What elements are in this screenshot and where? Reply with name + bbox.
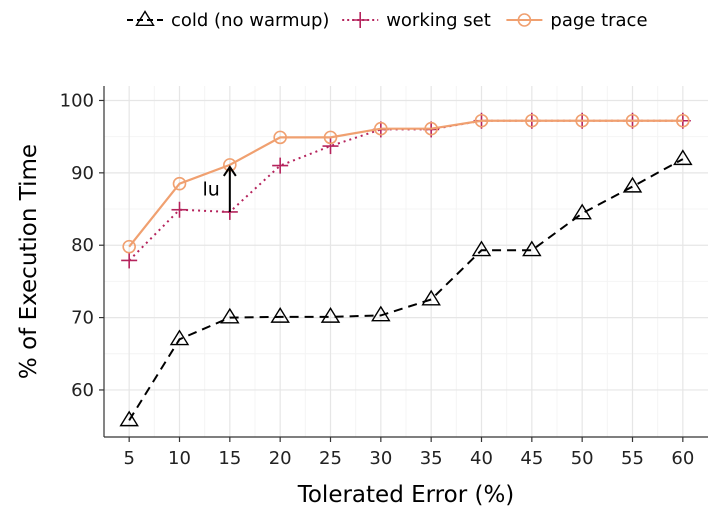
data-point	[273, 130, 287, 145]
x-tick-label: 30	[369, 448, 392, 469]
data-point	[272, 157, 289, 174]
annotation: lu	[203, 165, 237, 212]
annotation-arrowhead	[223, 165, 237, 177]
legend-key-marker	[352, 12, 369, 28]
legend-label: working set	[386, 10, 491, 31]
x-tick-label: 50	[571, 448, 594, 469]
axes: 5 10 15 20 25 30 35 40 45 50 55 60 60 70 80 90 100	[60, 86, 708, 469]
data-point	[323, 130, 338, 145]
legend-label: cold (no warmup)	[171, 10, 329, 31]
x-tick-label: 35	[420, 448, 443, 469]
data-point	[374, 121, 388, 136]
y-tick-label: 80	[71, 235, 94, 256]
data-point	[625, 113, 640, 128]
y-tick-label: 100	[60, 90, 94, 111]
data-point	[169, 329, 190, 346]
annotation-label: lu	[203, 178, 220, 200]
data-point	[676, 113, 690, 128]
data-point	[424, 121, 438, 136]
x-tick-label: 25	[319, 448, 342, 469]
data-point	[673, 149, 693, 166]
series-line	[128, 158, 684, 421]
legend-key-marker	[517, 13, 532, 27]
series-2	[122, 113, 690, 254]
data-point	[575, 113, 589, 128]
x-tick-label: 40	[470, 448, 493, 469]
legend-item-0: cold (no warmup)	[127, 10, 329, 31]
gridlines	[104, 86, 708, 437]
y-tick-label: 90	[71, 163, 94, 184]
y-axis-title: % of Execution Time	[16, 144, 42, 379]
annotation-layer: lu	[203, 165, 237, 212]
data-point	[270, 307, 290, 323]
legend-key-marker	[135, 10, 155, 26]
x-tick-label: 60	[671, 448, 694, 469]
series-0	[119, 149, 693, 427]
data-point	[371, 305, 391, 322]
data-point	[171, 201, 188, 218]
data-point	[474, 113, 489, 128]
series-layer	[119, 112, 693, 427]
series-line	[128, 119, 683, 248]
data-point	[119, 410, 139, 427]
data-point	[522, 240, 542, 257]
legend-item-1: working set	[342, 10, 491, 31]
data-point	[220, 307, 240, 324]
legend: cold (no warmup) working set page trace	[127, 10, 648, 31]
x-tick-label: 15	[218, 448, 241, 469]
x-tick-label: 45	[520, 448, 543, 469]
data-point	[622, 176, 643, 193]
x-tick-label: 20	[269, 448, 292, 469]
x-tick-label: 55	[621, 448, 644, 469]
x-tick-label: 5	[123, 448, 134, 469]
data-point	[572, 203, 592, 220]
y-tick-label: 60	[71, 380, 94, 401]
data-point	[172, 176, 187, 191]
data-point	[525, 113, 539, 128]
data-point	[322, 138, 339, 155]
data-point	[421, 289, 441, 306]
data-point	[320, 307, 341, 323]
legend-label: page trace	[550, 10, 647, 31]
data-point	[122, 239, 136, 254]
data-point	[471, 240, 492, 257]
y-tick-label: 70	[71, 308, 94, 329]
data-point	[121, 252, 138, 269]
x-axis-title: Tolerated Error (%)	[297, 482, 515, 508]
legend-item-2: page trace	[506, 10, 648, 31]
x-tick-label: 10	[168, 448, 191, 469]
